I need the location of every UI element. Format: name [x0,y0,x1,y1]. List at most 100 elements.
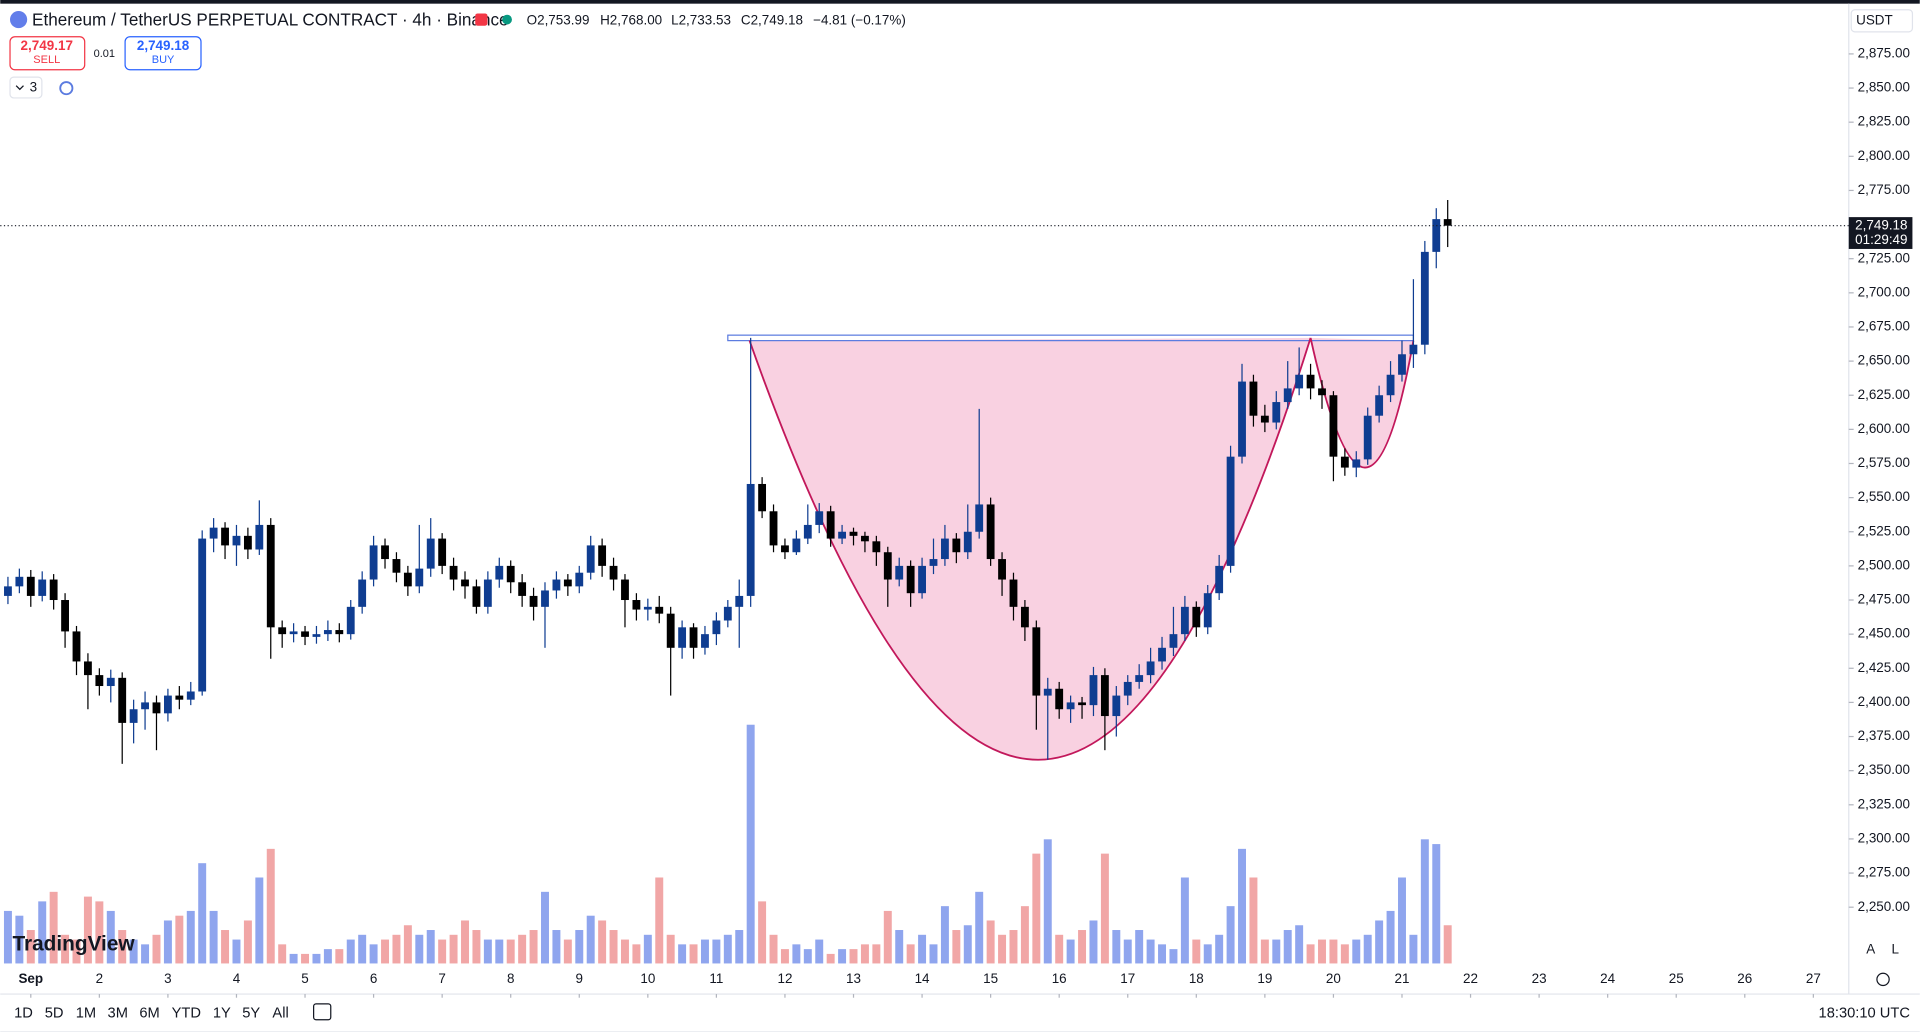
volume-bar [1192,939,1201,964]
volume-bar [689,944,698,964]
candle-body [666,613,675,648]
volume-bar [780,949,789,964]
volume-bar [620,939,629,964]
volume-bar [175,915,184,964]
y-tick-label: 2,625.00 [1858,387,1910,402]
y-tick-label: 2,250.00 [1858,899,1910,914]
volume-bar [986,920,995,964]
candle-body [621,579,629,601]
range-button[interactable]: 1Y [213,1006,231,1022]
symbol-icon[interactable] [10,11,28,29]
plot-area [0,199,1849,964]
range-button[interactable]: 1M [76,1006,96,1022]
x-tick-label: 3 [164,971,171,986]
volume-bar [49,891,58,964]
date-range-icon[interactable] [313,1003,332,1021]
x-tick-label: 2 [96,971,103,986]
y-tick-label: 2,850.00 [1858,80,1910,95]
handle-fill [1310,337,1414,468]
candle-body [95,675,104,687]
refresh-icon[interactable] [59,81,74,96]
sell-label[interactable]: SELL [33,54,60,66]
ohlc-close: C2,749.18 [741,12,803,27]
range-button[interactable]: All [272,1006,288,1022]
handle-line [1309,337,1415,469]
volume-bar [312,953,321,964]
candle-body [643,606,652,610]
volume-bar [129,939,138,964]
flag-icon[interactable] [475,13,488,26]
volume-bar [38,901,47,964]
candle-body [129,709,138,723]
currency-button[interactable] [1850,9,1914,33]
volume-bar [518,934,527,964]
range-button[interactable]: 5Y [242,1006,260,1022]
volume-bar [1432,844,1441,964]
candle-body [689,627,698,648]
volume-bar [1169,949,1178,964]
candle-body [255,524,264,550]
log-scale-button[interactable]: L [1892,942,1900,957]
candle-body [38,579,47,596]
volume-bar [918,934,927,964]
volume-bar [1386,910,1395,964]
volume-bar [1215,934,1224,964]
indicator-count[interactable]: 3 [30,80,37,95]
candle-body [1020,606,1029,628]
candle-body [61,600,69,632]
candle-body [1409,344,1418,355]
range-button[interactable]: 5D [45,1006,64,1022]
symbol-title[interactable]: Ethereum / TetherUS PERPETUAL CONTRACT ·… [32,9,509,29]
volume-bar [95,901,104,964]
volume-bar [61,934,70,964]
volume-bar [929,944,938,964]
y-tick-label: 2,375.00 [1858,728,1910,743]
indicators-toggle[interactable] [9,76,43,99]
volume-bar [1249,877,1258,964]
candle-body [1386,374,1395,396]
volume-bar [198,863,207,964]
candle-body [883,552,892,580]
buy-price[interactable]: 2,749.18 [137,38,190,53]
y-tick-label: 2,575.00 [1858,455,1910,470]
logo[interactable]: TradingView [12,933,135,956]
candle-body [1329,395,1338,457]
volume-bar [243,920,252,964]
candle-body [1398,354,1406,375]
y-tick-label: 2,425.00 [1858,660,1910,675]
candle-body [198,538,207,692]
x-tick-label: 11 [709,971,723,986]
candle-body [1032,627,1041,696]
candle-body [415,568,424,587]
auto-scale-button[interactable]: A [1866,942,1875,957]
candle-body [1135,675,1144,682]
ohlc-change: −4.81 (−0.17%) [813,12,906,27]
candle-body [163,695,172,714]
volume-bar [586,915,595,964]
candle-body [1123,681,1132,696]
range-button[interactable]: 1D [14,1006,33,1022]
sell-button[interactable] [9,36,86,71]
y-tick-label: 2,400.00 [1858,694,1910,709]
x-tick-label: 15 [983,971,998,986]
buy-button[interactable] [124,36,202,71]
candle-body [1306,374,1315,389]
y-tick-label: 2,475.00 [1858,592,1910,607]
range-button[interactable]: 3M [108,1006,128,1022]
sell-price[interactable]: 2,749.17 [21,38,73,53]
volume-bar [1409,934,1418,964]
candle-body [323,630,332,635]
range-button[interactable]: 6M [139,1006,159,1022]
volume-bar [1146,939,1155,964]
candle-body [1158,647,1166,662]
settings-icon[interactable] [1876,972,1890,987]
volume-bar [106,910,115,964]
volume-bar [575,930,584,964]
currency[interactable]: USDT [1856,12,1893,27]
candle-body [781,545,789,553]
range-button[interactable]: YTD [172,1006,201,1022]
buy-label[interactable]: BUY [152,54,175,66]
top-border [0,0,1920,4]
x-tick-label: 19 [1257,971,1272,986]
candle-body [358,579,367,607]
